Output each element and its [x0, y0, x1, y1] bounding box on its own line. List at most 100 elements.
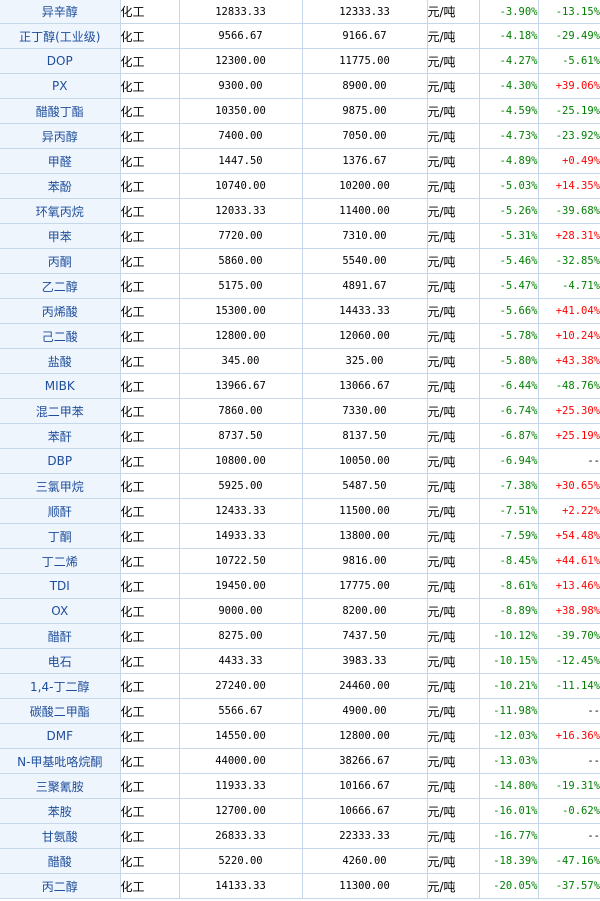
category-cell: 化工 — [120, 848, 180, 874]
unit-cell: 元/吨 — [427, 273, 480, 299]
price-a-cell: 8275.00 — [179, 623, 303, 649]
product-name[interactable]: 苯胺 — [0, 798, 121, 824]
product-name[interactable]: 异辛醇 — [0, 0, 121, 24]
price-a-cell: 9566.67 — [179, 23, 303, 49]
product-name[interactable]: DBP — [0, 448, 121, 474]
table-row: 三聚氰胺 化工 11933.33 10166.67 元/吨 -14.80% -19.31% — [0, 773, 600, 799]
unit-cell: 元/吨 — [427, 848, 480, 874]
product-name[interactable]: 混二甲苯 — [0, 398, 121, 424]
category-cell: 化工 — [120, 698, 180, 724]
unit-cell: 元/吨 — [427, 448, 480, 474]
product-name[interactable]: DOP — [0, 48, 121, 74]
product-name[interactable]: 电石 — [0, 648, 121, 674]
table-row: 己二酸 化工 12800.00 12060.00 元/吨 -5.78% +10.24% — [0, 323, 600, 349]
unit-cell: 元/吨 — [427, 0, 480, 24]
product-name[interactable]: 丙烯酸 — [0, 298, 121, 324]
product-name[interactable]: 三氯甲烷 — [0, 473, 121, 499]
price-a-cell: 10350.00 — [179, 98, 303, 124]
table-row: 甲醛 化工 1447.50 1376.67 元/吨 -4.89% +0.49% — [0, 148, 600, 174]
category-cell: 化工 — [120, 348, 180, 374]
price-b-cell: 7330.00 — [302, 398, 428, 424]
change-cell: -5.66% — [479, 298, 539, 324]
unit-cell: 元/吨 — [427, 873, 480, 899]
product-name[interactable]: 异丙醇 — [0, 123, 121, 149]
product-name[interactable]: 己二酸 — [0, 323, 121, 349]
table-row: N-甲基吡咯烷酮 化工 44000.00 38266.67 元/吨 -13.03% -- — [0, 748, 600, 774]
product-name[interactable]: PX — [0, 73, 121, 99]
price-a-cell: 14133.33 — [179, 873, 303, 899]
product-name[interactable]: 碳酸二甲酯 — [0, 698, 121, 724]
ytd-change-cell: -11.14% — [538, 673, 600, 699]
change-cell: -6.44% — [479, 373, 539, 399]
change-cell: -8.61% — [479, 573, 539, 599]
price-a-cell: 12800.00 — [179, 323, 303, 349]
product-name[interactable]: 环氧丙烷 — [0, 198, 121, 224]
change-cell: -6.87% — [479, 423, 539, 449]
product-name[interactable]: 苯酚 — [0, 173, 121, 199]
ytd-change-cell: -32.85% — [538, 248, 600, 274]
change-cell: -5.47% — [479, 273, 539, 299]
price-b-cell: 14433.33 — [302, 298, 428, 324]
product-name[interactable]: 醋酐 — [0, 623, 121, 649]
ytd-change-cell: -- — [538, 823, 600, 849]
category-cell: 化工 — [120, 173, 180, 199]
product-name[interactable]: 甘氨酸 — [0, 823, 121, 849]
product-name[interactable]: 盐酸 — [0, 348, 121, 374]
unit-cell: 元/吨 — [427, 548, 480, 574]
product-name[interactable]: 丁酮 — [0, 523, 121, 549]
product-name[interactable]: 甲苯 — [0, 223, 121, 249]
price-b-cell: 12333.33 — [302, 0, 428, 24]
ytd-change-cell: -23.92% — [538, 123, 600, 149]
ytd-change-cell: +28.31% — [538, 223, 600, 249]
ytd-change-cell: -4.71% — [538, 273, 600, 299]
price-a-cell: 19450.00 — [179, 573, 303, 599]
product-name[interactable]: 苯酐 — [0, 423, 121, 449]
product-name[interactable]: 正丁醇(工业级) — [0, 23, 121, 49]
price-b-cell: 24460.00 — [302, 673, 428, 699]
price-b-cell: 7310.00 — [302, 223, 428, 249]
product-name[interactable]: 丙二醇 — [0, 873, 121, 899]
category-cell: 化工 — [120, 423, 180, 449]
product-name[interactable]: 醋酸丁酯 — [0, 98, 121, 124]
price-b-cell: 13066.67 — [302, 373, 428, 399]
price-b-cell: 11500.00 — [302, 498, 428, 524]
change-cell: -10.12% — [479, 623, 539, 649]
price-b-cell: 4260.00 — [302, 848, 428, 874]
product-name[interactable]: MIBK — [0, 373, 121, 399]
ytd-change-cell: +39.06% — [538, 73, 600, 99]
price-a-cell: 12433.33 — [179, 498, 303, 524]
unit-cell: 元/吨 — [427, 73, 480, 99]
product-name[interactable]: 三聚氰胺 — [0, 773, 121, 799]
price-a-cell: 11933.33 — [179, 773, 303, 799]
product-name[interactable]: 1,4-丁二醇 — [0, 673, 121, 699]
table-row: 醋酐 化工 8275.00 7437.50 元/吨 -10.12% -39.70% — [0, 623, 600, 649]
unit-cell: 元/吨 — [427, 323, 480, 349]
unit-cell: 元/吨 — [427, 398, 480, 424]
table-row: 异丙醇 化工 7400.00 7050.00 元/吨 -4.73% -23.92% — [0, 123, 600, 149]
product-name[interactable]: OX — [0, 598, 121, 624]
product-name[interactable]: 顺酐 — [0, 498, 121, 524]
price-a-cell: 5860.00 — [179, 248, 303, 274]
table-row: 醋酸丁酯 化工 10350.00 9875.00 元/吨 -4.59% -25.19% — [0, 98, 600, 124]
change-cell: -5.26% — [479, 198, 539, 224]
product-name[interactable]: 丁二烯 — [0, 548, 121, 574]
product-name[interactable]: 甲醛 — [0, 148, 121, 174]
table-row: 苯酐 化工 8737.50 8137.50 元/吨 -6.87% +25.19% — [0, 423, 600, 449]
product-name[interactable]: 丙酮 — [0, 248, 121, 274]
product-name[interactable]: DMF — [0, 723, 121, 749]
change-cell: -14.80% — [479, 773, 539, 799]
price-b-cell: 10666.67 — [302, 798, 428, 824]
category-cell: 化工 — [120, 298, 180, 324]
product-name[interactable]: 醋酸 — [0, 848, 121, 874]
category-cell: 化工 — [120, 123, 180, 149]
change-cell: -4.30% — [479, 73, 539, 99]
product-name[interactable]: N-甲基吡咯烷酮 — [0, 748, 121, 774]
price-b-cell: 4891.67 — [302, 273, 428, 299]
price-b-cell: 22333.33 — [302, 823, 428, 849]
category-cell: 化工 — [120, 873, 180, 899]
unit-cell: 元/吨 — [427, 723, 480, 749]
ytd-change-cell: +2.22% — [538, 498, 600, 524]
category-cell: 化工 — [120, 48, 180, 74]
product-name[interactable]: 乙二醇 — [0, 273, 121, 299]
product-name[interactable]: TDI — [0, 573, 121, 599]
